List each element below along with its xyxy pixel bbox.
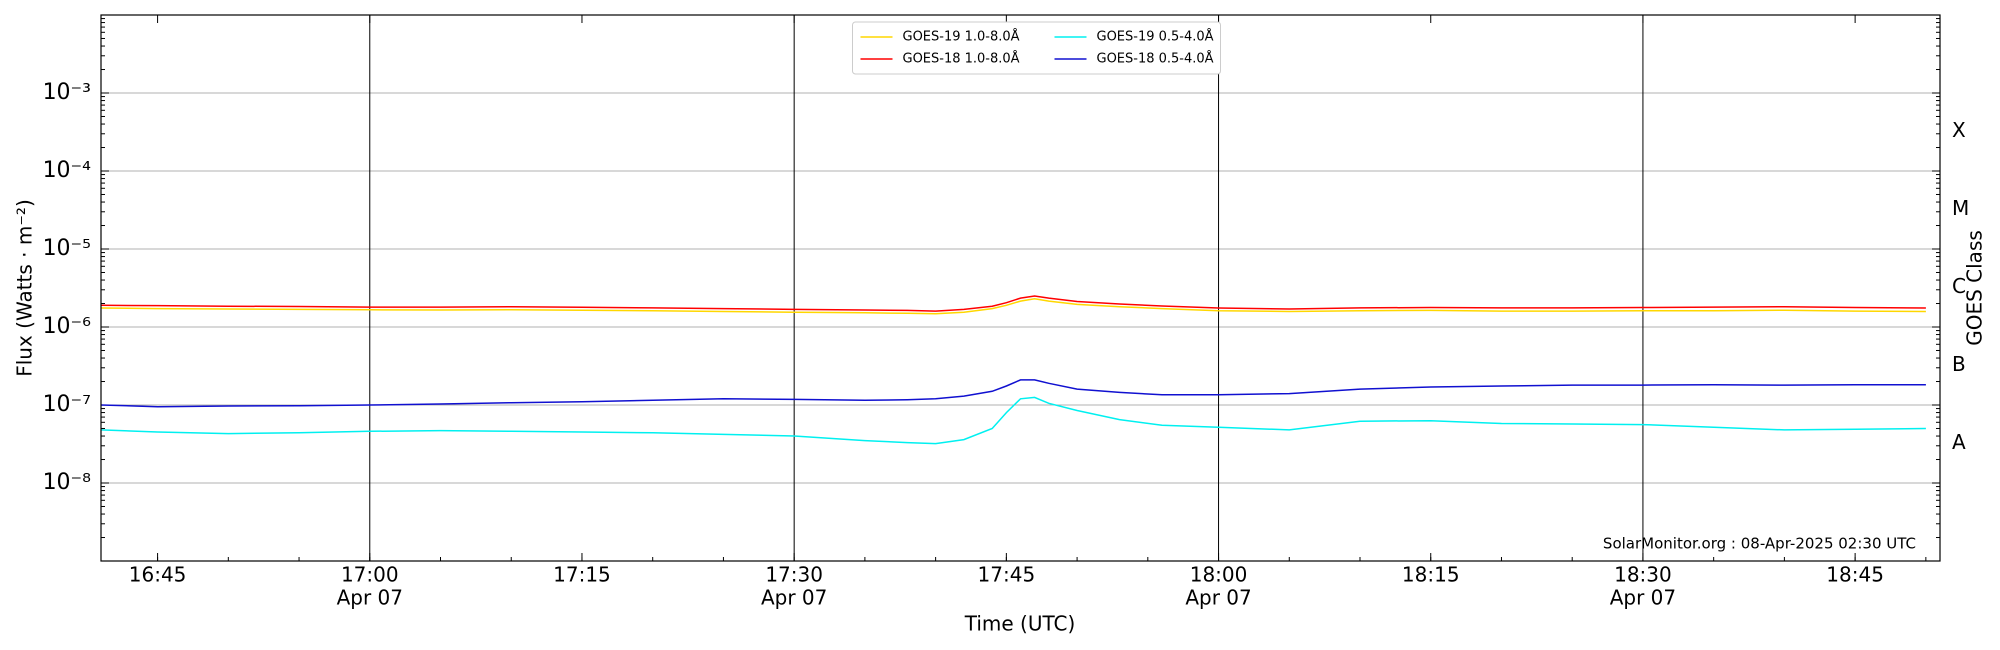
legend-label: GOES-18 1.0-8.0Å xyxy=(903,51,1020,67)
plot-frame xyxy=(100,14,1941,562)
x-axis-label: Time (UTC) xyxy=(964,612,1076,636)
class-label: C xyxy=(1952,274,1966,298)
class-label: B xyxy=(1952,352,1966,376)
x-tick-label: 18:15 xyxy=(1402,563,1460,587)
legend-label: GOES-18 0.5-4.0Å xyxy=(1097,51,1214,67)
x-tick-label: 17:45 xyxy=(978,563,1036,587)
x-tick-label: 16:45 xyxy=(129,563,187,587)
x-tick-date: Apr 07 xyxy=(1185,586,1251,610)
x-tick-date: Apr 07 xyxy=(337,586,403,610)
series-line xyxy=(100,298,1926,315)
series-line xyxy=(100,295,1926,312)
series-line xyxy=(100,379,1926,408)
annotation: SolarMonitor.org : 08-Apr-2025 02:30 UTC xyxy=(1603,535,1916,553)
y-tick-label: 10⁻⁶ xyxy=(43,314,92,339)
y-tick-label: 10⁻³ xyxy=(43,80,91,105)
class-label: X xyxy=(1952,118,1966,142)
y2-axis-label: GOES Class xyxy=(1963,230,1987,346)
y-axis-label: Flux (Watts · m⁻²) xyxy=(13,199,37,377)
x-tick-label: 18:45 xyxy=(1826,563,1884,587)
x-tick-label: 17:15 xyxy=(553,563,611,587)
legend-label: GOES-19 1.0-8.0Å xyxy=(903,29,1020,45)
class-label: A xyxy=(1952,430,1966,454)
y-tick-label: 10⁻⁷ xyxy=(43,392,91,417)
class-label: M xyxy=(1952,196,1969,220)
legend-box xyxy=(852,21,1221,75)
x-tick-date: Apr 07 xyxy=(761,586,827,610)
y-tick-label: 10⁻⁸ xyxy=(43,470,92,495)
y-tick-label: 10⁻⁵ xyxy=(43,236,91,261)
series-line xyxy=(100,396,1926,445)
y-tick-label: 10⁻⁴ xyxy=(43,158,92,183)
x-tick-label: 18:30 xyxy=(1614,563,1672,587)
x-tick-date: Apr 07 xyxy=(1610,586,1676,610)
x-tick-label: 17:00 xyxy=(341,563,399,587)
legend-label: GOES-19 0.5-4.0Å xyxy=(1097,29,1214,45)
x-tick-label: 18:00 xyxy=(1190,563,1248,587)
x-tick-label: 17:30 xyxy=(765,563,823,587)
